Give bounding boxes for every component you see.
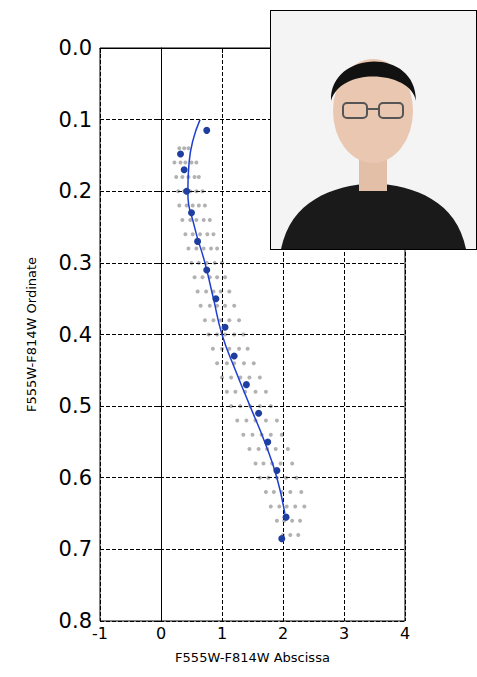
svg-text:0.0: 0.0 <box>59 36 92 60</box>
svg-text:0.6: 0.6 <box>59 466 92 490</box>
svg-text:0.7: 0.7 <box>59 537 92 561</box>
svg-text:4: 4 <box>400 624 410 643</box>
svg-text:0.3: 0.3 <box>59 251 92 275</box>
svg-text:0.8: 0.8 <box>59 609 92 633</box>
svg-text:F555W-F814W Abscissa: F555W-F814W Abscissa <box>175 650 330 665</box>
svg-text:0: 0 <box>156 624 166 643</box>
svg-text:1: 1 <box>217 624 227 643</box>
svg-text:F555W-F814W Ordinate: F555W-F814W Ordinate <box>24 257 39 412</box>
svg-text:0.5: 0.5 <box>59 394 92 418</box>
svg-text:3: 3 <box>339 624 349 643</box>
svg-text:0.1: 0.1 <box>59 108 92 132</box>
svg-text:2: 2 <box>278 624 288 643</box>
svg-text:0.4: 0.4 <box>59 323 92 347</box>
svg-text:-1: -1 <box>92 624 108 643</box>
svg-text:0.2: 0.2 <box>59 179 92 203</box>
